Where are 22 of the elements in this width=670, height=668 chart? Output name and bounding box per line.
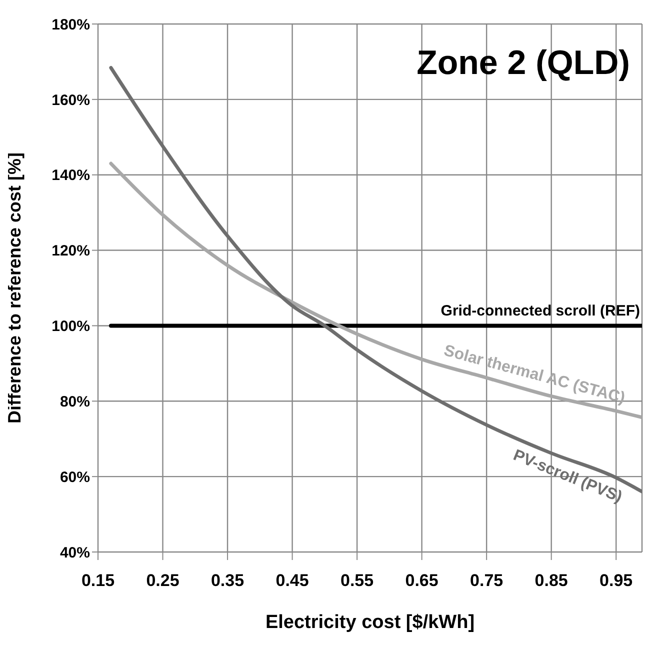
x-tick-label: 0.65 (405, 571, 438, 590)
x-tick-label: 0.85 (534, 571, 568, 590)
x-tick-label: 0.35 (210, 571, 244, 590)
y-tick-label: 100% (52, 318, 90, 336)
x-tick-label: 0.95 (600, 571, 633, 590)
y-tick-label: 40% (60, 544, 90, 562)
y-tick-label: 120% (52, 242, 90, 260)
x-tick-label: 0.45 (276, 571, 309, 590)
y-tick-label: 160% (52, 92, 90, 109)
x-tick-label: 0.15 (81, 571, 115, 590)
line-series (109, 162, 642, 420)
y-tick-label: 80% (60, 393, 90, 410)
y-tick-label: 180% (52, 16, 90, 34)
x-tick-label: 0.75 (470, 571, 504, 590)
annotation: Zone 2 (QLD) (416, 44, 630, 82)
y-tick-label: 140% (52, 167, 90, 184)
x-tick-label: 0.55 (340, 571, 374, 590)
text: Solar thermal AC (STAC) (442, 342, 627, 408)
x-tick-label: 0.25 (146, 571, 180, 590)
x-axis-title: Electricity cost [$/kWh] (265, 612, 475, 633)
series-label: Grid-connected scroll (REF) (440, 302, 640, 320)
y-tick-label: 60% (60, 468, 90, 486)
